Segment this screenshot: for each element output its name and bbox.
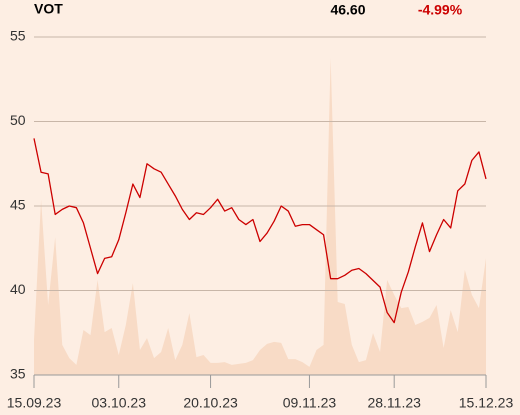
x-tick-label: 28.11.23 [367,395,421,411]
ticker: VOT [34,1,63,17]
y-tick-label: 50 [10,112,26,128]
x-tick-label: 03.10.23 [92,395,147,411]
x-tick-label: 09.11.23 [283,395,337,411]
y-tick-label: 40 [10,281,26,297]
x-tick-label: 20.10.23 [183,395,238,411]
x-tick-label: 15.09.23 [7,395,62,411]
y-tick-label: 35 [10,366,26,382]
y-tick-label: 55 [10,28,26,44]
change: -4.99% [418,2,463,18]
price-line [33,138,487,324]
volume-area [34,57,486,376]
x-tick-label: 15.12.23 [459,395,514,411]
price: 46.60 [330,2,365,18]
y-tick-label: 45 [10,197,26,213]
